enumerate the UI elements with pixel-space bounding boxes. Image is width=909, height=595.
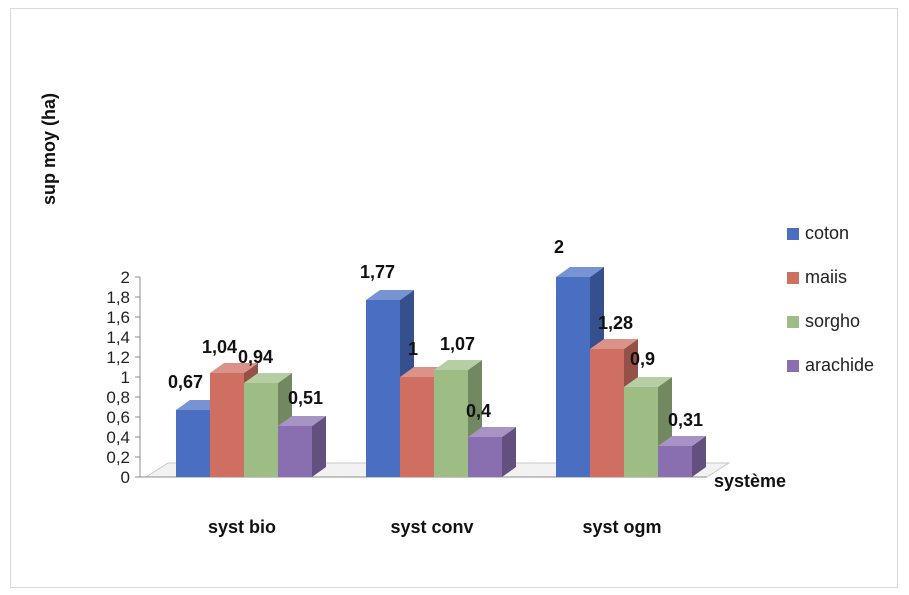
data-labels: 0,67 1,04 0,94 0,51 1,77 1 1,07 0,4 2 1,28 0,9 0,31 [168,237,703,430]
bar-top [434,360,482,370]
data-label: 0,4 [466,401,491,421]
bar-top [556,267,604,277]
x-category-label: syst conv [390,517,473,537]
legend-swatch [787,360,799,372]
bar-top [624,377,672,387]
x-category-label: syst ogm [582,517,661,537]
bar-front [244,383,278,477]
legend-label: coton [805,223,849,243]
y-tick-label: 0,2 [106,448,130,467]
data-label: 1,28 [598,313,633,333]
x-axis-title: système [714,471,786,491]
data-label: 0,9 [630,349,655,369]
y-tick-label: 1 [121,368,130,387]
bar-front [556,277,590,477]
bars [176,267,706,477]
bar-front [658,446,692,477]
y-tick-label: 1,8 [106,288,130,307]
bar-top [366,290,414,300]
bar-side [502,427,516,477]
legend-item-coton: coton [787,223,849,243]
y-tick-label: 2 [121,268,130,287]
legend-swatch [787,228,799,240]
legend: coton maiis sorgho arachide [787,223,874,375]
data-label: 1 [408,339,418,359]
data-label: 0,94 [238,347,273,367]
x-category-label: syst bio [208,517,276,537]
y-tick-label: 1,2 [106,348,130,367]
data-label: 1,77 [360,262,395,282]
chart-frame: 0 0,2 0,4 0,6 0,8 1 1,2 1,4 1,6 1,8 2 syst bio syst … [10,8,898,588]
bar-side [312,416,326,477]
bar-arachide [468,427,516,477]
y-tick-label: 0,4 [106,428,130,447]
bar-front [434,370,468,477]
y-tick-label: 1,6 [106,308,130,327]
bar-arachide [278,416,326,477]
y-tick-label: 0 [121,468,130,487]
legend-swatch [787,316,799,328]
bar-arachide [658,436,706,477]
legend-label: maiis [805,267,847,287]
y-axis-title: sup moy (ha) [39,93,59,205]
legend-label: sorgho [805,311,860,331]
data-label: 1,07 [440,334,475,354]
data-label: 0,51 [288,388,323,408]
bar-front [590,349,624,477]
bar-front [176,410,210,477]
y-tick-label: 1,4 [106,328,130,347]
bar-front [624,387,658,477]
y-tick-label: 0,8 [106,388,130,407]
legend-item-sorgho: sorgho [787,311,860,331]
bar-side [692,436,706,477]
data-label: 2 [554,237,564,257]
legend-item-arachide: arachide [787,355,874,375]
bar-front [468,437,502,477]
bar-top [590,339,638,349]
data-label: 0,31 [668,410,703,430]
bar-front [400,377,434,477]
legend-swatch [787,272,799,284]
bar-top [278,416,326,426]
bar-top [658,436,706,446]
legend-label: arachide [805,355,874,375]
bar-sorgho [434,360,482,477]
bar-top [468,427,516,437]
data-label: 1,04 [202,337,237,357]
legend-item-maiis: maiis [787,267,847,287]
bar-front [278,426,312,477]
data-label: 0,67 [168,372,203,392]
y-tick-label: 0,6 [106,408,130,427]
bar-top [244,373,292,383]
bar-front [210,373,244,477]
bar-top [210,363,258,373]
bar-front [366,300,400,477]
